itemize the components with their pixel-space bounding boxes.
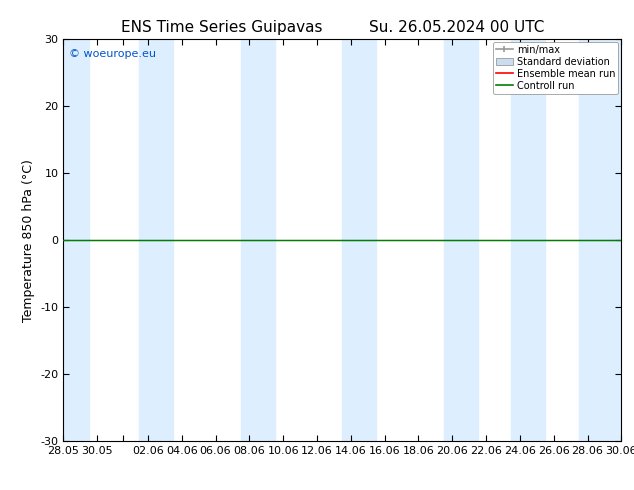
Legend: min/max, Standard deviation, Ensemble mean run, Controll run: min/max, Standard deviation, Ensemble me…	[493, 42, 618, 94]
Bar	[241, 39, 275, 441]
Bar	[579, 39, 621, 441]
Bar	[512, 39, 545, 441]
Y-axis label: Temperature 850 hPa (°C): Temperature 850 hPa (°C)	[22, 159, 35, 321]
Text: ENS Time Series Guipavas: ENS Time Series Guipavas	[121, 20, 323, 35]
Bar	[139, 39, 173, 441]
Text: © woeurope.eu: © woeurope.eu	[69, 49, 156, 59]
Bar	[342, 39, 376, 441]
Bar	[63, 39, 89, 441]
Bar	[444, 39, 477, 441]
Text: Su. 26.05.2024 00 UTC: Su. 26.05.2024 00 UTC	[369, 20, 544, 35]
